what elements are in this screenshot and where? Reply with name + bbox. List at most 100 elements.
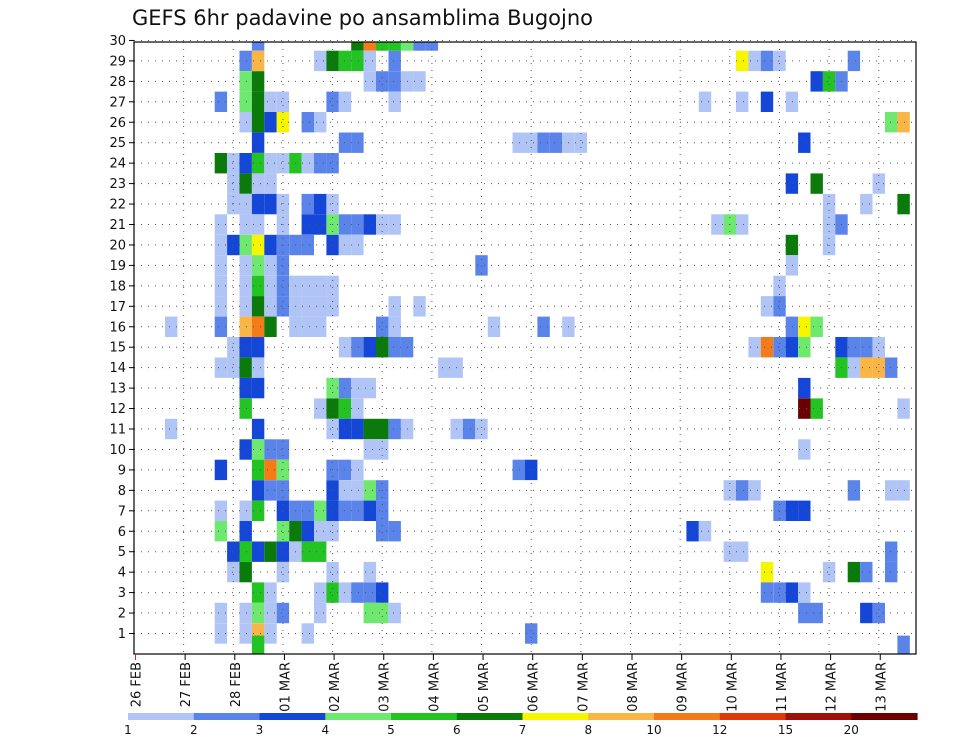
heatmap-cell <box>264 602 277 624</box>
heatmap-cell <box>376 418 389 440</box>
heatmap-cell <box>785 337 799 358</box>
heatmap-cell <box>314 316 327 337</box>
heatmap-cell <box>264 255 277 276</box>
heatmap-cell <box>363 42 376 51</box>
heatmap-cell <box>239 316 252 337</box>
heatmap-cell <box>376 521 389 542</box>
colorbar-label: 7 <box>519 723 527 737</box>
y-tick-label: 10 <box>109 443 126 458</box>
heatmap-cell <box>214 500 228 521</box>
heatmap-cell <box>413 71 426 92</box>
heatmap-cell <box>239 337 252 358</box>
heatmap-cell <box>760 337 774 358</box>
heatmap-cell <box>388 296 401 317</box>
heatmap-cell <box>214 153 228 174</box>
colorbar-label: 4 <box>321 723 329 737</box>
heatmap-cell <box>251 602 265 624</box>
heatmap-cell <box>351 480 364 501</box>
colorbar-swatch <box>654 713 721 720</box>
y-tick-label: 28 <box>109 75 126 90</box>
heatmap-cell <box>251 480 265 501</box>
heatmap-cell <box>251 316 265 337</box>
heatmap-cell <box>276 541 290 562</box>
heatmap-cell <box>214 296 228 317</box>
heatmap-cell <box>251 234 265 256</box>
heatmap-cell <box>314 153 327 174</box>
heatmap-cell <box>686 521 699 542</box>
heatmap-cell <box>301 500 314 521</box>
heatmap-cell <box>388 316 401 337</box>
x-tick-label: 08 MAR <box>626 662 641 712</box>
heatmap-cell <box>351 50 364 72</box>
heatmap-cell <box>376 316 389 337</box>
heatmap-cell <box>239 234 252 256</box>
heatmap-cell <box>301 214 314 235</box>
heatmap-cell <box>326 398 339 419</box>
heatmap-cell <box>239 296 252 317</box>
heatmap-cell <box>251 418 265 440</box>
heatmap-cell <box>239 398 252 419</box>
x-tick-label: 26 FEB <box>130 662 145 707</box>
heatmap-cell <box>239 357 252 378</box>
heatmap-cell <box>314 541 327 562</box>
y-tick-label: 29 <box>109 54 126 69</box>
heatmap-cell <box>276 561 290 583</box>
heatmap-cell <box>326 521 339 542</box>
heatmap-cell <box>698 521 712 542</box>
y-tick-label: 18 <box>109 279 126 294</box>
heatmap-cell <box>748 50 761 72</box>
heatmap-cell <box>475 255 488 276</box>
x-tick-label: 07 MAR <box>576 662 591 712</box>
heatmap-cell <box>301 316 314 337</box>
heatmap-cell <box>214 275 228 297</box>
heatmap-cell <box>239 255 252 276</box>
heatmap-cell <box>363 377 376 399</box>
x-tick-label: 03 MAR <box>378 662 393 712</box>
heatmap-cell <box>487 316 501 337</box>
y-tick-label: 4 <box>118 566 126 581</box>
y-tick-label: 26 <box>109 116 126 131</box>
heatmap-cell <box>214 214 228 235</box>
colorbar-label: 2 <box>190 723 198 737</box>
heatmap-cell <box>537 132 550 153</box>
heatmap-cell <box>301 153 314 174</box>
heatmap-cell <box>251 153 265 174</box>
heatmap-cell <box>326 418 339 440</box>
y-tick-label: 2 <box>118 607 126 622</box>
heatmap-cell <box>885 112 898 133</box>
heatmap-cell <box>251 275 265 297</box>
heatmap-cell <box>773 275 786 297</box>
heatmap-cell <box>760 296 774 317</box>
heatmap-cell <box>760 561 774 583</box>
heatmap-cell <box>351 337 364 358</box>
heatmap-cell <box>388 71 401 92</box>
heatmap-cell <box>897 112 910 133</box>
heatmap-cell <box>264 459 277 481</box>
heatmap-cell <box>736 480 749 501</box>
heatmap-cell <box>314 193 327 215</box>
heatmap-cell <box>326 275 339 297</box>
heatmap-cell <box>239 500 252 521</box>
heatmap-cell <box>376 337 389 358</box>
heatmap-cell <box>214 602 228 624</box>
heatmap-cell <box>897 480 910 501</box>
heatmap-cell <box>822 71 836 92</box>
heatmap-cell <box>214 459 228 481</box>
heatmap-cell <box>847 480 861 501</box>
heatmap-cell <box>885 357 898 378</box>
heatmap-cell <box>351 582 364 603</box>
heatmap-cell <box>264 91 277 112</box>
heatmap-cell <box>351 42 364 51</box>
heatmap-cell <box>301 541 314 562</box>
heatmap-cell <box>363 561 376 583</box>
heatmap-cell <box>785 91 799 112</box>
heatmap-cell <box>276 153 290 174</box>
heatmap-cell <box>860 193 873 215</box>
heatmap-cell <box>388 50 401 72</box>
heatmap-cell <box>227 193 240 215</box>
y-tick-label: 1 <box>118 627 126 642</box>
heatmap-cell <box>462 418 476 440</box>
heatmap-cell <box>251 255 265 276</box>
heatmap-cell <box>276 521 290 542</box>
heatmap-cell <box>239 602 252 624</box>
